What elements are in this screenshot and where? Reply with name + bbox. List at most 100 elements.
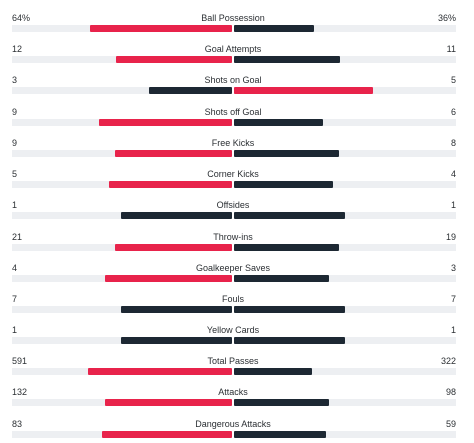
stat-label: Free Kicks (211, 138, 255, 148)
away-bar-fill (234, 306, 345, 313)
comparison-bar (12, 181, 456, 188)
stat-row: 21 Throw-ins 19 (0, 231, 474, 255)
home-value: 591 (12, 356, 28, 366)
home-value: 3 (12, 75, 18, 85)
home-value: 7 (12, 294, 18, 304)
home-value: 132 (12, 387, 28, 397)
stat-label: Attacks (218, 387, 248, 397)
stat-label: Corner Kicks (207, 169, 259, 179)
away-value: 3 (450, 263, 456, 273)
comparison-bar (12, 87, 456, 94)
away-bar-track (234, 368, 456, 375)
comparison-bar (12, 244, 456, 251)
home-value: 9 (12, 107, 18, 117)
away-bar-track (234, 181, 456, 188)
stat-row: 7 Fouls 7 (0, 293, 474, 317)
away-value: 8 (450, 138, 456, 148)
away-value: 36% (437, 13, 456, 23)
stat-row: 1 Offsides 1 (0, 199, 474, 223)
away-bar-track (234, 119, 456, 126)
stat-label: Shots on Goal (204, 75, 262, 85)
away-bar-fill (234, 119, 323, 126)
stat-row: 591 Total Passes 322 (0, 355, 474, 379)
comparison-bar (12, 337, 456, 344)
away-bar-fill (234, 212, 345, 219)
away-bar-track (234, 431, 456, 438)
comparison-bar (12, 368, 456, 375)
home-bar-fill (121, 337, 232, 344)
home-bar-fill (109, 181, 232, 188)
away-bar-track (234, 337, 456, 344)
away-bar-track (234, 399, 456, 406)
comparison-bar (12, 119, 456, 126)
home-value: 64% (12, 13, 31, 23)
comparison-bar (12, 212, 456, 219)
home-bar-fill (99, 119, 232, 126)
away-bar-fill (234, 25, 314, 32)
away-value: 98 (445, 387, 456, 397)
comparison-bar (12, 150, 456, 157)
away-bar-track (234, 306, 456, 313)
comparison-bar (12, 275, 456, 282)
home-value: 9 (12, 138, 18, 148)
stat-row: 4 Goalkeeper Saves 3 (0, 262, 474, 286)
away-bar-track (234, 150, 456, 157)
comparison-bar (12, 431, 456, 438)
home-bar-fill (90, 25, 232, 32)
stat-row: 12 Goal Attempts 11 (0, 43, 474, 67)
away-value: 4 (450, 169, 456, 179)
away-bar-fill (234, 431, 326, 438)
home-bar-fill (88, 368, 232, 375)
stat-label: Throw-ins (213, 232, 253, 242)
comparison-bar (12, 25, 456, 32)
away-bar-track (234, 25, 456, 32)
away-bar-track (234, 244, 456, 251)
away-value: 11 (446, 44, 456, 54)
stat-label: Shots off Goal (204, 107, 262, 117)
home-bar-fill (105, 399, 232, 406)
home-bar-fill (105, 275, 232, 282)
home-bar-fill (115, 150, 232, 157)
away-bar-track (234, 275, 456, 282)
away-bar-fill (234, 399, 329, 406)
home-bar-fill (115, 244, 232, 251)
home-value: 12 (12, 44, 23, 54)
home-value: 4 (12, 263, 18, 273)
stat-row: 3 Shots on Goal 5 (0, 74, 474, 98)
away-value: 19 (445, 232, 456, 242)
home-bar-fill (121, 306, 232, 313)
home-value: 83 (12, 419, 23, 429)
away-value: 322 (440, 356, 456, 366)
away-bar-fill (234, 56, 340, 63)
away-value: 7 (450, 294, 456, 304)
away-bar-track (234, 56, 456, 63)
away-bar-fill (234, 337, 345, 344)
away-bar-track (234, 212, 456, 219)
stat-row: 9 Shots off Goal 6 (0, 106, 474, 130)
home-value: 1 (12, 325, 18, 335)
away-bar-fill (234, 244, 339, 251)
home-value: 21 (12, 232, 23, 242)
home-bar-fill (121, 212, 232, 219)
stat-row: 9 Free Kicks 8 (0, 137, 474, 161)
stat-row: 1 Yellow Cards 1 (0, 324, 474, 348)
home-bar-fill (149, 87, 232, 94)
comparison-bar (12, 306, 456, 313)
stat-label: Offsides (216, 200, 250, 210)
stat-label: Fouls (221, 294, 244, 304)
home-bar-track (12, 87, 232, 94)
away-bar-fill (234, 275, 329, 282)
comparison-bar (12, 56, 456, 63)
stat-label: Dangerous Attacks (195, 419, 271, 429)
stat-label: Goal Attempts (204, 44, 262, 54)
stat-row: 132 Attacks 98 (0, 386, 474, 410)
comparison-bar (12, 399, 456, 406)
away-value: 6 (450, 107, 456, 117)
home-bar-fill (116, 56, 232, 63)
home-bar-fill (102, 431, 232, 438)
stat-label: Yellow Cards (206, 325, 260, 335)
away-bar-fill (234, 87, 373, 94)
stat-row: 5 Corner Kicks 4 (0, 168, 474, 192)
home-value: 5 (12, 169, 18, 179)
